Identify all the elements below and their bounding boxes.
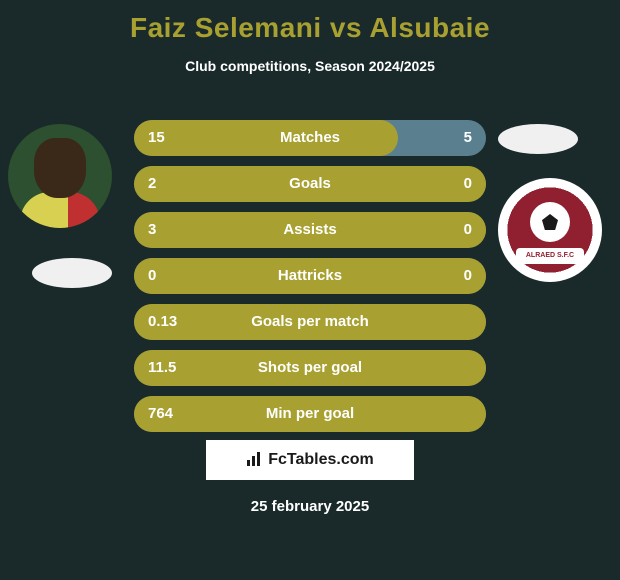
comparison-subtitle: Club competitions, Season 2024/2025 xyxy=(0,58,620,74)
stat-label: Hattricks xyxy=(134,258,486,294)
player-left-avatar xyxy=(8,124,112,228)
stat-right-value: 0 xyxy=(464,166,472,202)
stat-row-assists: 3 Assists 0 xyxy=(134,212,486,248)
footer-brand-text: FcTables.com xyxy=(268,451,374,469)
stat-right-value: 0 xyxy=(464,212,472,248)
footer-brand-logo: FcTables.com xyxy=(206,440,414,480)
stat-label: Goals per match xyxy=(134,304,486,340)
stat-label: Shots per goal xyxy=(134,350,486,386)
stat-bars: 15 Matches 5 2 Goals 0 3 Assists 0 0 Hat… xyxy=(134,120,486,442)
stat-label: Matches xyxy=(134,120,486,156)
stat-label: Goals xyxy=(134,166,486,202)
stat-label: Min per goal xyxy=(134,396,486,432)
stat-label: Assists xyxy=(134,212,486,248)
comparison-title: Faiz Selemani vs Alsubaie xyxy=(0,0,620,44)
chart-icon xyxy=(246,451,262,470)
stat-row-min-per-goal: 764 Min per goal xyxy=(134,396,486,432)
stat-right-value: 5 xyxy=(464,120,472,156)
player-right-flag xyxy=(498,124,578,154)
crest-right-text: ALRAED S.F.C xyxy=(516,248,584,264)
player-left-flag xyxy=(32,258,112,288)
stat-row-shots-per-goal: 11.5 Shots per goal xyxy=(134,350,486,386)
stat-right-value: 0 xyxy=(464,258,472,294)
player-right-crest: ALRAED S.F.C xyxy=(498,178,602,282)
stat-row-hattricks: 0 Hattricks 0 xyxy=(134,258,486,294)
stat-row-goals-per-match: 0.13 Goals per match xyxy=(134,304,486,340)
stat-row-matches: 15 Matches 5 xyxy=(134,120,486,156)
footer-date: 25 february 2025 xyxy=(0,498,620,515)
stat-row-goals: 2 Goals 0 xyxy=(134,166,486,202)
